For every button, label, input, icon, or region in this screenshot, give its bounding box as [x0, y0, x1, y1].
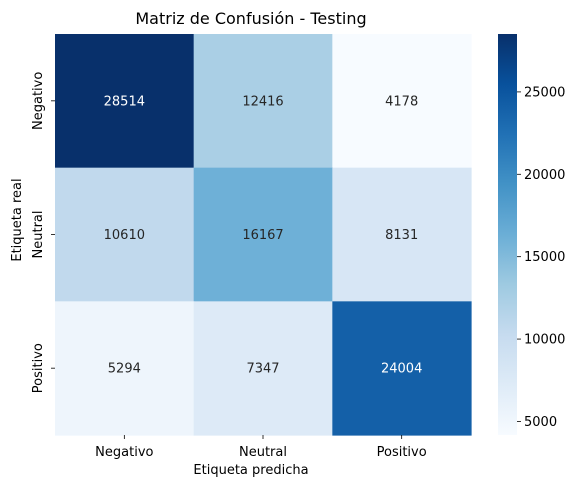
cell-value-label: 7347	[246, 362, 279, 377]
cell-value-label: 5294	[108, 362, 141, 377]
colorbar	[498, 34, 517, 435]
heatmap-cell	[332, 301, 472, 436]
colorbar-tick-label: 25000	[524, 85, 565, 100]
x-axis-ticks: Negativo Neutral Positivo	[95, 435, 427, 460]
heatmap-cell	[55, 167, 195, 302]
colorbar-tick-label: 15000	[524, 250, 565, 265]
cell-value-label: 28514	[104, 94, 145, 109]
y-axis-ticks: Negativo Neutral Positivo	[31, 72, 55, 393]
cell-value-label: 24004	[381, 362, 422, 377]
y-axis-label: Etiqueta real	[10, 178, 25, 261]
cell-value-label: 12416	[242, 94, 283, 109]
heatmap-cell	[193, 301, 333, 436]
y-tick-label: Positivo	[31, 343, 46, 393]
cell-value-label: 8131	[385, 228, 418, 243]
colorbar-tick-label: 20000	[524, 168, 565, 183]
heatmap-cell	[332, 34, 472, 169]
heatmap-cell	[193, 34, 333, 169]
y-tick-label: Neutral	[31, 211, 46, 259]
cell-value-label: 10610	[104, 228, 145, 243]
cell-value-label: 4178	[385, 94, 418, 109]
x-tick-label: Neutral	[239, 445, 287, 460]
colorbar-ticks: 5000 10000 15000 20000 25000	[517, 85, 565, 430]
y-tick-label: Negativo	[31, 72, 46, 130]
colorbar-tick-label: 10000	[524, 333, 565, 348]
colorbar-tick-label: 5000	[524, 415, 557, 430]
heatmap-cell	[332, 167, 472, 302]
cell-value-label: 16167	[242, 228, 283, 243]
heatmap-cell	[55, 34, 195, 169]
heatmap-cell	[193, 167, 333, 302]
heatmap-cell	[55, 301, 195, 436]
x-axis-label: Etiqueta predicha	[193, 463, 308, 478]
heatmap-cells: 28514 12416 4178 10610 16167 8131 5294 7347 2400…	[55, 34, 472, 436]
chart-title: Matriz de Confusión - Testing	[135, 9, 366, 28]
x-tick-label: Negativo	[95, 445, 153, 460]
x-tick-label: Positivo	[377, 445, 427, 460]
